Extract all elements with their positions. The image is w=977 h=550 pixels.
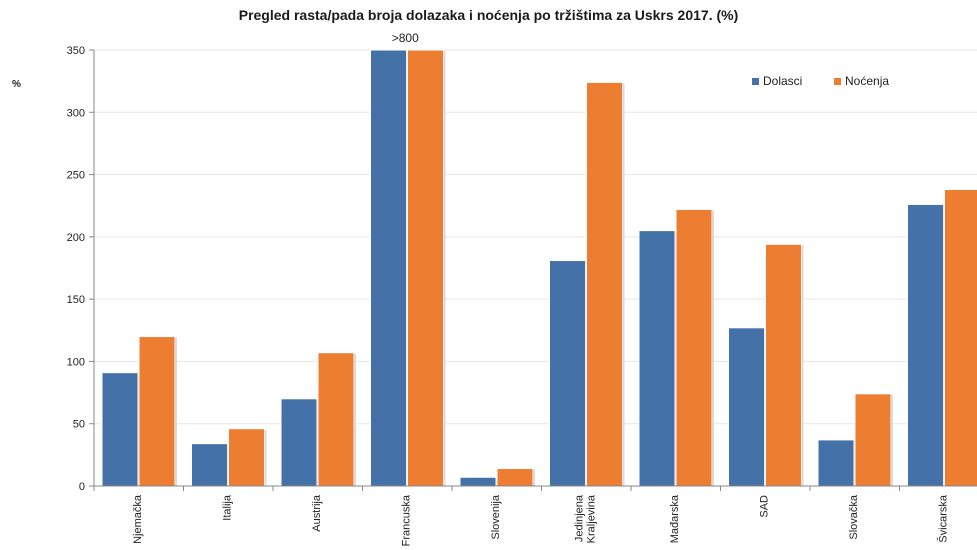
bar-shadow <box>533 469 535 486</box>
bar-nocenja <box>765 243 802 487</box>
x-tick-label-line: SAD <box>758 495 770 518</box>
x-tick-label: Slovačka <box>848 494 860 540</box>
x-tick-label: Mađarska <box>669 494 681 543</box>
y-tick-label: 250 <box>67 170 85 182</box>
x-tick-label: Jedinjena Kraljevina <box>573 494 597 543</box>
x-tick-label-line: Jedinjena <box>573 494 585 542</box>
x-tick-label-line: Švicarska <box>936 494 949 543</box>
x-tick-label: Njemačka <box>132 494 144 544</box>
x-tick-label: Slovenija <box>490 494 502 540</box>
y-tick-label: 100 <box>67 356 85 368</box>
bar-shadow <box>712 210 714 487</box>
x-tick-label-line: Italija <box>221 494 233 521</box>
x-tick-label-line: Njemačka <box>132 494 144 544</box>
y-tick-label: 300 <box>67 107 85 119</box>
bar-nocenja <box>675 208 713 487</box>
x-tick-label: Austrija <box>311 494 323 532</box>
bar-shadow <box>264 429 267 486</box>
bar-shadow <box>622 83 625 486</box>
bar-dolasci <box>191 443 228 487</box>
x-tick-label-line: Mađarska <box>669 494 681 543</box>
y-tick-label: 150 <box>67 294 85 306</box>
bar-dolasci <box>549 260 586 487</box>
legend-item: Noćenja <box>834 74 889 88</box>
bar-dolasci <box>638 230 676 487</box>
x-tick-label: Švicarska <box>936 494 949 543</box>
legend-swatch <box>752 78 759 85</box>
bar-shadow <box>891 394 893 486</box>
gridlines <box>94 49 977 425</box>
x-tick-label-line: Slovačka <box>848 494 860 540</box>
bar-dolasci <box>370 49 407 487</box>
x-tick-label-line: Slovenija <box>490 494 502 540</box>
bar-nocenja <box>854 393 892 487</box>
bar-dolasci <box>101 372 139 487</box>
bar-dolasci <box>817 439 855 487</box>
x-tick-label: SAD <box>758 495 770 518</box>
bar-shadow <box>175 337 177 486</box>
legend: Dolasci Noćenja <box>752 74 889 88</box>
x-tick-label-line: Kraljevina <box>585 494 597 543</box>
y-tick-label: 350 <box>67 45 85 57</box>
legend-label: Dolasci <box>763 74 802 88</box>
legend-label: Noćenja <box>845 74 889 88</box>
x-tick-label: Italija <box>221 494 233 521</box>
bar-nocenja <box>138 336 176 487</box>
bar-nocenja <box>407 49 444 487</box>
y-axis-label: % <box>12 79 21 90</box>
legend-swatch <box>834 78 841 85</box>
bar-shadow <box>443 51 446 486</box>
y-tick-label: 0 <box>79 481 85 493</box>
bar-dolasci <box>728 327 765 487</box>
bars <box>101 49 977 487</box>
bar-shadow <box>354 353 356 486</box>
bar-nocenja <box>586 81 623 487</box>
y-tick-label: 200 <box>67 232 85 244</box>
x-tick-label-line: Austrija <box>311 494 323 532</box>
data-annotation: >800 <box>392 31 419 45</box>
bar-nocenja <box>228 428 265 487</box>
bar-nocenja <box>317 352 355 487</box>
x-tick-label-line: Francuska <box>400 494 412 546</box>
bar-dolasci <box>459 476 497 487</box>
bar-nocenja <box>944 189 977 487</box>
axes <box>89 49 977 491</box>
y-tick-label: 50 <box>73 419 85 431</box>
labels: 0 50 100 150 200 250 300 350% Njemačka Italija Aus… <box>12 31 949 546</box>
bar-nocenja <box>496 468 534 487</box>
bar-dolasci <box>907 203 944 487</box>
legend-item: Dolasci <box>752 74 802 88</box>
bar-dolasci <box>280 398 318 487</box>
bar-shadow <box>801 245 804 486</box>
x-tick-label: Francuska <box>400 494 412 546</box>
chart-title: Pregled rasta/pada broja dolazaka i noće… <box>238 7 739 23</box>
